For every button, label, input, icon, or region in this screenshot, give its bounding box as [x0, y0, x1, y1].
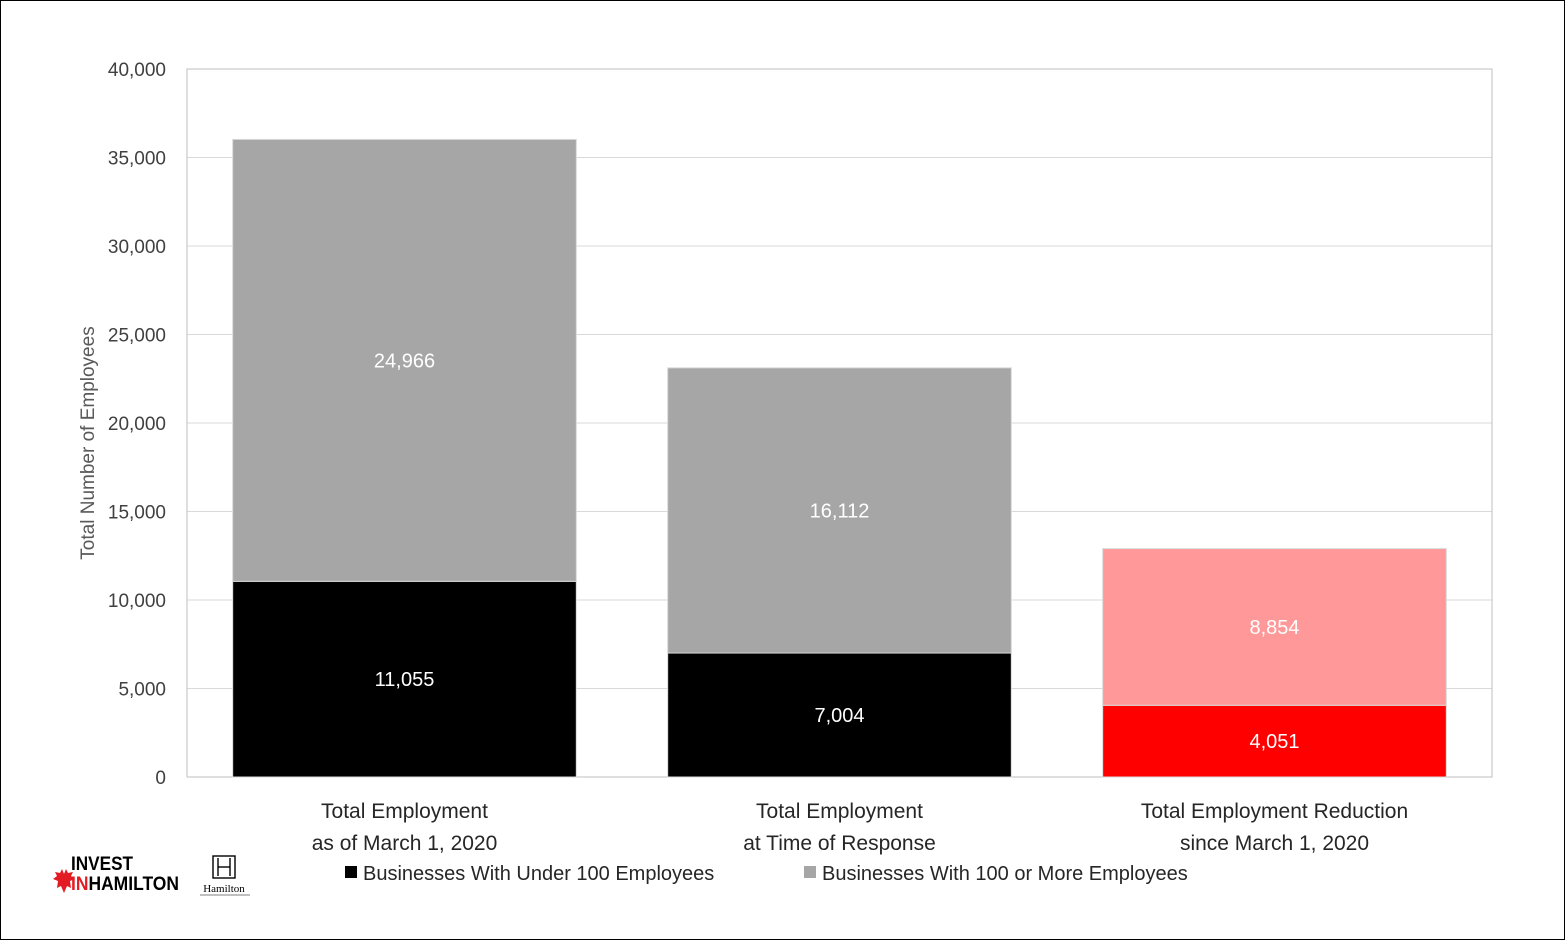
legend-swatch	[804, 866, 816, 878]
city-of-hamilton-logo: Hamilton	[200, 855, 250, 896]
category-label: Total Employment Reduction	[1141, 800, 1408, 823]
y-tick-label: 40,000	[108, 60, 166, 81]
bar-segment	[1102, 548, 1447, 706]
data-labels: 11,055 24,966 7,004 16,112 4,051 8,854	[374, 350, 1300, 753]
category-label: Total Employment	[756, 800, 923, 823]
y-axis-ticks: 0 5,000 10,000 15,000 20,000 25,000 30,000 35,0…	[108, 60, 166, 789]
y-axis-label: Total Number of Employees	[78, 326, 99, 559]
bar-segment	[667, 652, 1012, 778]
category-label: at Time of Response	[743, 832, 936, 855]
hamilton-crest-icon	[212, 855, 236, 879]
data-label: 7,004	[814, 705, 864, 727]
y-tick-label: 25,000	[108, 326, 166, 347]
y-tick-label: 5,000	[118, 680, 166, 701]
data-label: 11,055	[375, 669, 435, 691]
city-name-text: Hamilton	[203, 883, 245, 895]
category-label: Total Employment	[321, 800, 488, 823]
bar-segment	[1102, 704, 1447, 778]
bars	[232, 138, 1447, 778]
data-label: 4,051	[1249, 731, 1299, 753]
y-tick-label: 0	[155, 768, 166, 789]
legend-swatch	[345, 866, 357, 878]
category-labels: Total Employment as of March 1, 2020 Total…	[312, 800, 1408, 855]
y-tick-label: 10,000	[108, 591, 166, 612]
logo-invest-text: INVEST	[71, 854, 133, 875]
y-tick-label: 15,000	[108, 503, 166, 524]
y-tick-label: 30,000	[108, 237, 166, 258]
data-label: 8,854	[1249, 617, 1299, 639]
legend: Businesses With Under 100 Employees Busin…	[345, 863, 1188, 885]
legend-entry: Businesses With Under 100 Employees	[363, 863, 714, 885]
data-label: 24,966	[374, 350, 435, 372]
maple-leaf-icon	[53, 869, 75, 893]
y-tick-label: 35,000	[108, 149, 166, 170]
bar-segment	[232, 580, 577, 778]
logo-in-text: IN	[71, 874, 88, 895]
bar-segment	[667, 367, 1012, 654]
category-label: as of March 1, 2020	[312, 832, 498, 855]
bar-segment	[232, 138, 577, 582]
legend-entry: Businesses With 100 or More Employees	[822, 863, 1188, 885]
category-label: since March 1, 2020	[1180, 832, 1369, 855]
data-label: 16,112	[810, 500, 870, 522]
logo-inhamilton-text: INHAMILTON	[71, 874, 179, 895]
invest-in-hamilton-logo: INVEST INHAMILTON	[53, 854, 179, 895]
y-tick-label: 20,000	[108, 414, 166, 435]
logo-hamilton-text: HAMILTON	[88, 874, 179, 895]
